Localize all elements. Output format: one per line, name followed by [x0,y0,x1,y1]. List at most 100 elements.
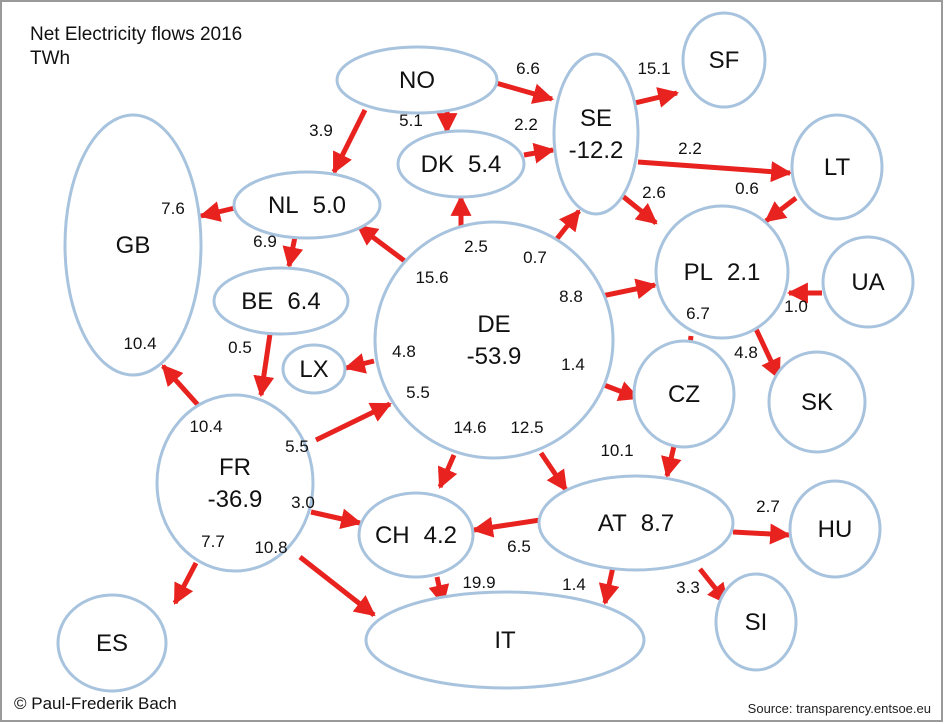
flow-value-de-ch: 14.6 [453,418,486,437]
flow-value-ch-it: 19.9 [462,573,495,592]
node-value-pl: 2.1 [727,259,760,286]
flow-value-de-dk: 2.5 [464,237,488,256]
flow-value-fr-es: 7.7 [201,532,225,551]
node-de [373,220,615,460]
flow-arrow-de-nl [356,224,408,264]
flow-value-se-pl: 2.6 [642,183,666,202]
copyright-text: © Paul-Frederik Bach [14,694,177,713]
flow-value-pl-cz: 6.7 [686,304,710,323]
node-name-fr: FR [219,454,251,481]
flow-value-ua-pl: 1.0 [784,297,808,316]
flow-arrow-se-sf [634,87,680,108]
node-sf [681,11,767,109]
node-label-si: SI [745,609,768,636]
node-label-lx: LX [299,356,328,383]
flow-value-fr-gb-source: 10.4 [189,417,222,436]
flow-value-fr-de: 5.5 [406,383,430,402]
node-value-se: -12.2 [569,137,624,164]
flow-arrow-de-at [538,451,569,492]
flow-arrow-no-se [495,80,555,104]
flow-value-at-it: 1.4 [562,575,586,594]
flow-value-de-se: 0.7 [523,248,547,267]
node-lx [281,343,347,395]
node-ua [821,235,915,329]
flow-arrow-se-lt [637,159,793,183]
flow-value-fr-gb: 10.4 [123,334,156,353]
node-si [714,572,798,672]
flow-value-dk-se: 2.2 [514,115,538,134]
flow-arrow-de-pl [596,278,658,300]
flow-arrow-cz-at [661,445,682,479]
flow-arrow-at-ch [471,516,541,538]
flow-value-de-pl: 8.8 [559,287,583,306]
node-label-dk: DK 5.4 [421,151,502,178]
flow-value-at-hu: 2.7 [756,497,780,516]
node-dk [396,129,526,199]
flow-arrow-pl-sk [753,327,782,380]
node-label-ua: UA [851,269,884,296]
node-value-nl: 5.0 [313,192,346,219]
flow-value-se-lt: 2.2 [678,139,702,158]
node-es [56,593,168,693]
node-name-at: AT [598,510,627,537]
node-label-pl: PL 2.1 [684,259,761,286]
flow-value-fr-it: 10.8 [254,538,287,557]
flow-arrow-de-lx [343,353,375,374]
node-name-pl: PL [684,259,713,286]
source-text: Source: transparency.entsoe.eu [747,701,931,716]
flow-arrow-fr-es [172,561,199,605]
node-se [552,52,640,216]
flow-arrow-fr-ch [310,508,363,530]
flow-value-fr-ch: 3.0 [291,493,315,512]
node-label-ch: CH 4.2 [375,522,457,549]
node-name-se: SE [580,105,612,132]
flow-arrow-de-cz [603,381,640,402]
node-value-dk: 5.4 [468,151,501,178]
flow-value-no-nl: 3.9 [309,121,333,140]
node-label-sf: SF [709,47,740,74]
node-value-fr: -36.9 [208,486,263,513]
node-value-at: 8.7 [641,510,674,537]
node-label-be: BE 6.4 [241,288,320,315]
flow-arrow-lt-pl [764,196,798,223]
flow-value-lt-pl: 0.6 [735,179,759,198]
node-label-no: NO [399,67,435,94]
node-label-hu: HU [818,516,853,543]
node-label-at: AT 8.7 [598,510,674,537]
flow-value-cz-at: 10.1 [600,441,633,460]
flow-arrow-be-fr [253,333,275,398]
node-label-cz: CZ [668,381,700,408]
node-lt [790,113,884,221]
node-label-sk: SK [801,389,833,416]
node-label-es: ES [96,630,128,657]
node-name-be: BE [241,288,273,315]
node-label-lt: LT [824,154,851,181]
flow-value-no-dk: 5.1 [399,111,423,130]
flow-arrow-de-se [554,209,581,242]
flow-value-nl-be: 6.9 [253,232,277,251]
flow-arrow-fr-de [314,401,392,443]
node-hu [788,479,882,579]
flow-arrow-fr-gb [161,364,200,407]
flow-value-be-fr: 0.5 [228,338,252,357]
flow-arrow-at-hu [732,523,792,545]
node-name-nl: NL [268,192,299,219]
flow-value-pl-sk: 4.8 [734,343,758,362]
flow-value-de-lx: 4.8 [392,342,416,361]
flow-value-de-nl: 15.6 [415,268,448,287]
node-nl [232,170,382,240]
node-cz [632,339,736,449]
node-value-de: -53.9 [467,343,522,370]
node-no [335,45,499,115]
flow-arrow-dk-se [523,142,556,164]
diagram-title: Net Electricity flows 2016 [30,24,243,45]
flow-arrow-no-nl [331,108,368,174]
node-name-de: DE [477,311,510,338]
flow-arrow-fr-it [298,555,376,617]
node-value-be: 6.4 [287,288,320,315]
flow-value-de-at: 12.5 [510,418,543,437]
node-be [212,266,350,336]
node-pl [654,204,790,340]
